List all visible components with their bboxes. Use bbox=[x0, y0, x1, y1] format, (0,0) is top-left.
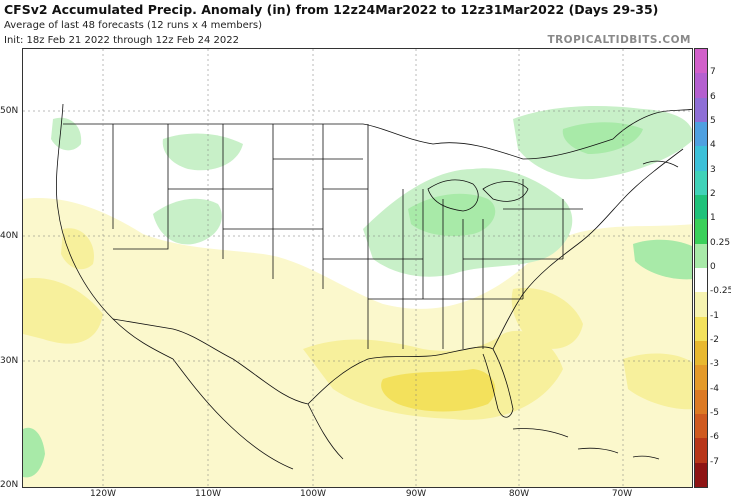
colorbar-label: -6 bbox=[710, 432, 719, 443]
dry-anomaly-fields bbox=[23, 198, 692, 487]
us-mexico-border bbox=[112, 318, 309, 405]
colorbar bbox=[694, 48, 708, 488]
header: CFSv2 Accumulated Precip. Anomaly (in) f… bbox=[4, 0, 731, 48]
brand-watermark: TROPICALTIDBITS.COM bbox=[547, 34, 691, 46]
lat-label-20n: 20N bbox=[0, 480, 19, 490]
lon-label-70w: 70W bbox=[611, 489, 633, 499]
wet-field-midwest-core bbox=[408, 193, 496, 236]
wet-field-montana bbox=[162, 133, 243, 171]
colorbar-segment bbox=[695, 195, 707, 220]
colorbar-label: 6 bbox=[710, 91, 716, 102]
dry-field-socal bbox=[61, 228, 94, 270]
colorbar-segment bbox=[695, 316, 707, 342]
colorbar-label: 2 bbox=[710, 189, 716, 199]
mexico-coast bbox=[172, 358, 344, 470]
gulf-coast bbox=[307, 346, 494, 405]
colorbar-label: 4 bbox=[710, 140, 716, 151]
map-canvas bbox=[23, 49, 692, 487]
init-time: Init: 18z Feb 21 2022 through 12z Feb 24… bbox=[4, 35, 239, 46]
lon-label-80w: 80W bbox=[508, 489, 530, 499]
wet-field-rockies bbox=[153, 198, 222, 245]
colorbar-segment bbox=[695, 268, 707, 293]
colorbar-label: -5 bbox=[710, 408, 719, 418]
wet-field-atlantic bbox=[633, 239, 692, 280]
map-title: CFSv2 Accumulated Precip. Anomaly (in) f… bbox=[4, 2, 659, 17]
colorbar-segment bbox=[695, 365, 707, 391]
colorbar-segment bbox=[695, 122, 707, 147]
dry-field-pacific bbox=[23, 278, 103, 344]
lat-label-50n: 50N bbox=[0, 106, 19, 116]
colorbar-segment bbox=[695, 462, 707, 488]
colorbar-label: -1 bbox=[710, 310, 719, 321]
map-subtitle: Average of last 48 forecasts (12 runs x … bbox=[4, 20, 262, 31]
dry-field-atlantic bbox=[511, 288, 583, 349]
state-lines-west bbox=[112, 124, 368, 289]
colorbar-label: -3 bbox=[710, 359, 719, 370]
wet-field-pacnw bbox=[51, 117, 82, 151]
colorbar-segment bbox=[695, 389, 707, 415]
florida bbox=[482, 348, 514, 418]
colorbar-label: 3 bbox=[710, 164, 716, 175]
colorbar-segment bbox=[695, 97, 707, 123]
lon-label-90w: 90W bbox=[405, 489, 427, 499]
great-lakes bbox=[427, 179, 529, 212]
colorbar-segment bbox=[695, 219, 707, 245]
colorbar-segment bbox=[695, 341, 707, 366]
lon-label-100w: 100W bbox=[299, 489, 327, 499]
lat-label-30n: 30N bbox=[0, 356, 19, 366]
colorbar-label: -7 bbox=[710, 456, 719, 467]
wet-field-mexico bbox=[23, 427, 45, 478]
colorbar-label: -2 bbox=[710, 335, 719, 345]
dry-field-gulf-core bbox=[381, 369, 496, 412]
colorbar-segment bbox=[695, 73, 707, 99]
graticule bbox=[23, 49, 692, 487]
colorbar-label: -4 bbox=[710, 383, 719, 394]
us-canada-border bbox=[63, 123, 614, 160]
east-coast bbox=[492, 148, 684, 350]
dry-field-east-carib bbox=[623, 353, 692, 410]
caribbean-islands bbox=[512, 428, 660, 460]
colorbar-label: -0.25 bbox=[710, 286, 731, 297]
state-lines-east bbox=[443, 179, 583, 349]
colorbar-segment bbox=[695, 170, 707, 196]
colorbar-segment bbox=[695, 438, 707, 464]
colorbar-label: 0.25 bbox=[710, 237, 731, 248]
lon-label-120w: 120W bbox=[89, 489, 117, 499]
lat-label-40n: 40N bbox=[0, 231, 19, 241]
colorbar-label: 0 bbox=[710, 262, 716, 272]
lon-label-110w: 110W bbox=[194, 489, 222, 499]
west-coast bbox=[56, 103, 174, 360]
colorbar-segment bbox=[695, 414, 707, 439]
colorbar-segment bbox=[695, 243, 707, 269]
colorbar-label: 5 bbox=[710, 116, 716, 126]
colorbar-segment-top bbox=[695, 49, 707, 74]
colorbar-label: 7 bbox=[710, 67, 716, 78]
colorbar-label: 1 bbox=[710, 213, 716, 224]
precip-anomaly-map[interactable] bbox=[22, 48, 693, 488]
colorbar-segment bbox=[695, 146, 707, 172]
colorbar-segment bbox=[695, 292, 707, 318]
state-lines-central bbox=[323, 124, 464, 349]
